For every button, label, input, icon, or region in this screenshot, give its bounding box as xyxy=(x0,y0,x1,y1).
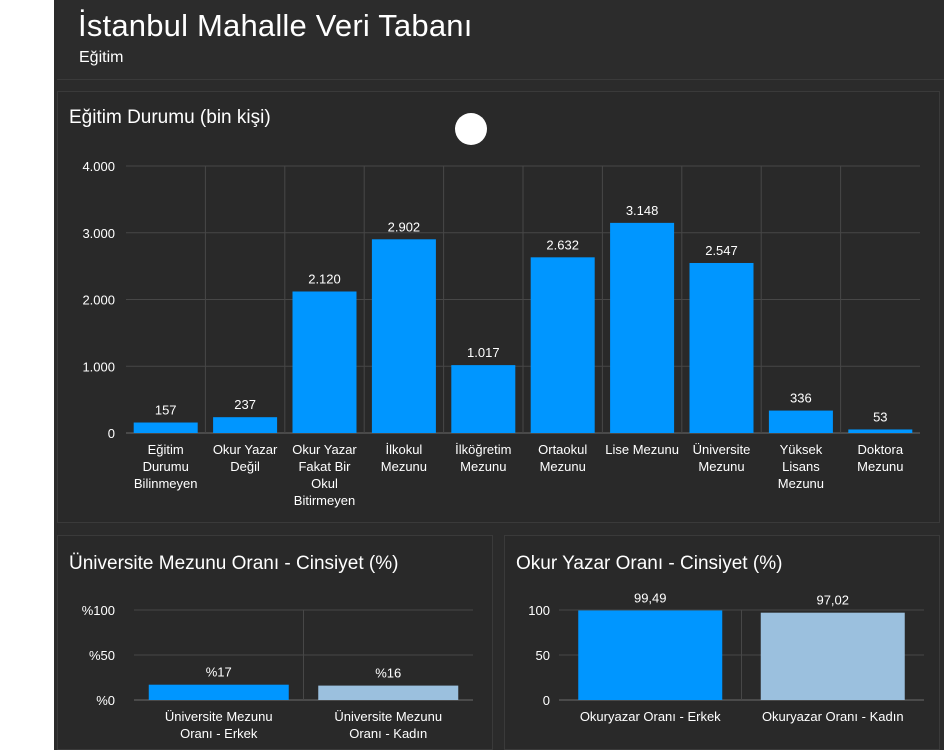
edu-bar[interactable] xyxy=(451,365,516,433)
edu-data-label: 237 xyxy=(234,397,256,412)
university-rate-title: Üniversite Mezunu Oranı - Cinsiyet (%) xyxy=(69,553,399,574)
lit-data-label: 97,02 xyxy=(816,593,849,608)
edu-bar[interactable] xyxy=(768,410,833,433)
literacy-rate-title: Okur Yazar Oranı - Cinsiyet (%) xyxy=(516,553,783,574)
edu-data-label: 2.547 xyxy=(705,243,738,258)
cursor-indicator xyxy=(455,113,487,145)
edu-bar[interactable] xyxy=(689,262,754,433)
edu-category-label: Doktora Mezunu xyxy=(857,442,904,474)
university-rate-chart: %0 %50 %100 %17 Üniversite Mezunu Oranı - Erk… xyxy=(82,603,473,741)
lit-bar[interactable] xyxy=(760,612,905,700)
literacy-rate-chart: 0 50 100 99,49 Okuryazar Oranı - Erkek 97,02 O… xyxy=(528,590,924,724)
edu-category-label: Eğitim Durumu Bilinmeyen xyxy=(134,442,198,491)
edu-data-label: 336 xyxy=(790,391,812,406)
education-status-panel: Eğitim Durumu (bin kişi) 0 1.000 2.000 3.00… xyxy=(57,91,940,523)
literacy-rate-panel: Okur Yazar Oranı - Cinsiyet (%) 0 50 100 99… xyxy=(504,535,940,750)
edu-bar[interactable] xyxy=(213,417,278,433)
edu-y-tick-label: 2.000 xyxy=(82,293,115,308)
uni-y-tick-label: %50 xyxy=(89,648,115,663)
edu-data-label: 1.017 xyxy=(467,345,500,360)
edu-category-label: İlkokul Mezunu xyxy=(381,442,427,474)
lit-y-tick-label: 50 xyxy=(536,648,550,663)
dashboard-header: İstanbul Mahalle Veri Tabanı Eğitim xyxy=(57,0,944,80)
uni-bar[interactable] xyxy=(148,684,289,700)
lit-bar[interactable] xyxy=(578,610,723,700)
edu-data-label: 2.902 xyxy=(388,219,421,234)
lit-data-label: 99,49 xyxy=(634,590,667,605)
uni-data-label: %17 xyxy=(206,665,232,680)
edu-category-label: Lise Mezunu xyxy=(605,442,679,457)
lit-category-label: Okuryazar Oranı - Erkek xyxy=(580,709,721,724)
edu-category-label: İlköğretim Mezunu xyxy=(455,442,511,474)
education-status-chart: 0 1.000 2.000 3.000 4.000 157 Eğitim Durumu Bili… xyxy=(82,159,920,508)
edu-bar[interactable] xyxy=(371,239,436,433)
education-status-title: Eğitim Durumu (bin kişi) xyxy=(69,107,271,128)
uni-y-tick-label: %0 xyxy=(96,693,115,708)
edu-bar[interactable] xyxy=(530,257,595,433)
uni-category-label: Üniversite Mezunu Oranı - Kadın xyxy=(334,709,442,741)
edu-category-label: Okur Yazar Fakat Bir Okul Bitirmeyen xyxy=(292,442,357,508)
uni-category-label: Üniversite Mezunu Oranı - Erkek xyxy=(165,709,273,741)
lit-y-tick-label: 100 xyxy=(528,603,550,618)
edu-bar[interactable] xyxy=(133,422,198,433)
dashboard-title: İstanbul Mahalle Veri Tabanı xyxy=(78,8,473,43)
dashboard-subtitle: Eğitim xyxy=(79,49,124,66)
edu-bar[interactable] xyxy=(292,291,357,433)
university-rate-panel: Üniversite Mezunu Oranı - Cinsiyet (%) %… xyxy=(57,535,493,750)
edu-category-label: Okur Yazar Değil xyxy=(213,442,278,474)
uni-data-label: %16 xyxy=(375,666,401,681)
edu-y-tick-label: 4.000 xyxy=(82,159,115,174)
lit-y-tick-label: 0 xyxy=(543,693,550,708)
edu-data-label: 53 xyxy=(873,409,887,424)
edu-data-label: 3.148 xyxy=(626,203,659,218)
lit-category-label: Okuryazar Oranı - Kadın xyxy=(762,709,904,724)
edu-category-label: Üniversite Mezunu xyxy=(693,442,751,474)
edu-bar[interactable] xyxy=(610,222,675,433)
edu-bar[interactable] xyxy=(848,429,913,433)
edu-y-tick-label: 0 xyxy=(108,426,115,441)
edu-category-label: Ortaokul Mezunu xyxy=(538,442,587,474)
edu-data-label: 2.632 xyxy=(546,237,579,252)
uni-bar[interactable] xyxy=(318,685,459,700)
uni-y-tick-label: %100 xyxy=(82,603,115,618)
edu-y-tick-label: 3.000 xyxy=(82,226,115,241)
edu-data-label: 157 xyxy=(155,403,177,418)
edu-category-label: Yüksek Lisans Mezunu xyxy=(778,442,824,491)
edu-y-tick-label: 1.000 xyxy=(82,359,115,374)
edu-data-label: 2.120 xyxy=(308,271,341,286)
